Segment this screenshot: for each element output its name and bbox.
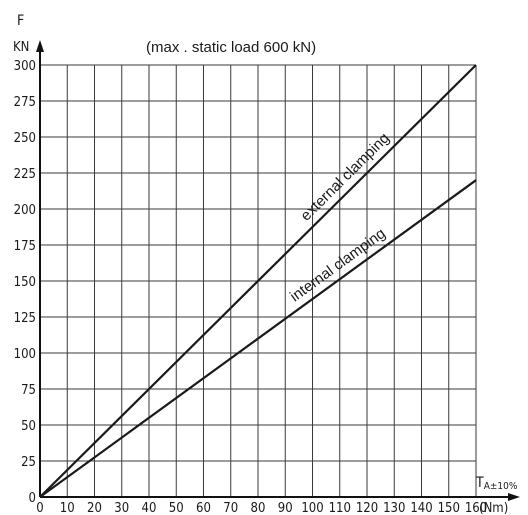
- y-tick-label: 275: [14, 95, 36, 110]
- series-line-0: [39, 64, 477, 498]
- y-tick-label: 75: [21, 383, 36, 398]
- y-tick-label: 200: [14, 203, 36, 218]
- x-tick-label: 30: [114, 501, 129, 515]
- x-tick-label: 0: [36, 501, 43, 515]
- y-axis-arrow: [36, 40, 44, 52]
- grid: [40, 64, 477, 497]
- x-tick-label: 40: [142, 501, 157, 515]
- x-axis-label: TA±10%: [475, 475, 518, 492]
- x-tick-label: 50: [169, 501, 184, 515]
- x-tick-label: 150: [438, 501, 460, 515]
- y-tick-label: 125: [14, 311, 36, 326]
- x-axis-arrow: [508, 493, 520, 501]
- x-axis-label-main: T: [475, 475, 484, 491]
- x-tick-label: 140: [410, 501, 432, 515]
- x-tick-label: 60: [196, 501, 211, 515]
- y-tick-label: 175: [14, 239, 36, 254]
- y-tick-label: 100: [14, 347, 36, 362]
- y-tick-label: 225: [14, 167, 36, 182]
- x-tick-label: 70: [223, 501, 238, 515]
- y-tick-label: 50: [21, 419, 36, 434]
- x-axis-label-sub: A±10%: [484, 481, 518, 492]
- y-tick-label: 0: [29, 491, 36, 506]
- x-tick-label: 90: [278, 501, 293, 515]
- y-tick-label: 150: [14, 275, 36, 290]
- x-tick-label: 20: [87, 501, 102, 515]
- series-line-1: [39, 179, 477, 498]
- x-tick-label: 80: [251, 501, 266, 515]
- x-axis-unit: (Nm): [479, 501, 508, 515]
- y-tick-label: 250: [14, 131, 36, 146]
- x-tick-label: 120: [356, 501, 378, 515]
- x-tick-labels: 0 10 20 30 40 50 60 70 80 90 100 110 120 130 140 150 160: [36, 501, 487, 515]
- x-tick-label: 110: [329, 501, 351, 515]
- series-label-0: external clamping: [297, 130, 392, 225]
- series-lines: [39, 64, 477, 498]
- y-tick-label: 300: [14, 59, 36, 74]
- y-axis-unit: KN: [13, 40, 29, 55]
- x-tick-label: 10: [60, 501, 75, 515]
- y-axis-label: F: [17, 13, 24, 29]
- x-tick-label: 160: [465, 501, 487, 515]
- y-tick-labels: 0 25 50 75 100 125 150 175 200 225 250 275 300: [14, 59, 36, 506]
- x-tick-label: 100: [301, 501, 323, 515]
- x-tick-label: 130: [383, 501, 405, 515]
- chart-title: (max . static load 600 kN): [146, 39, 316, 56]
- y-tick-label: 25: [21, 455, 36, 470]
